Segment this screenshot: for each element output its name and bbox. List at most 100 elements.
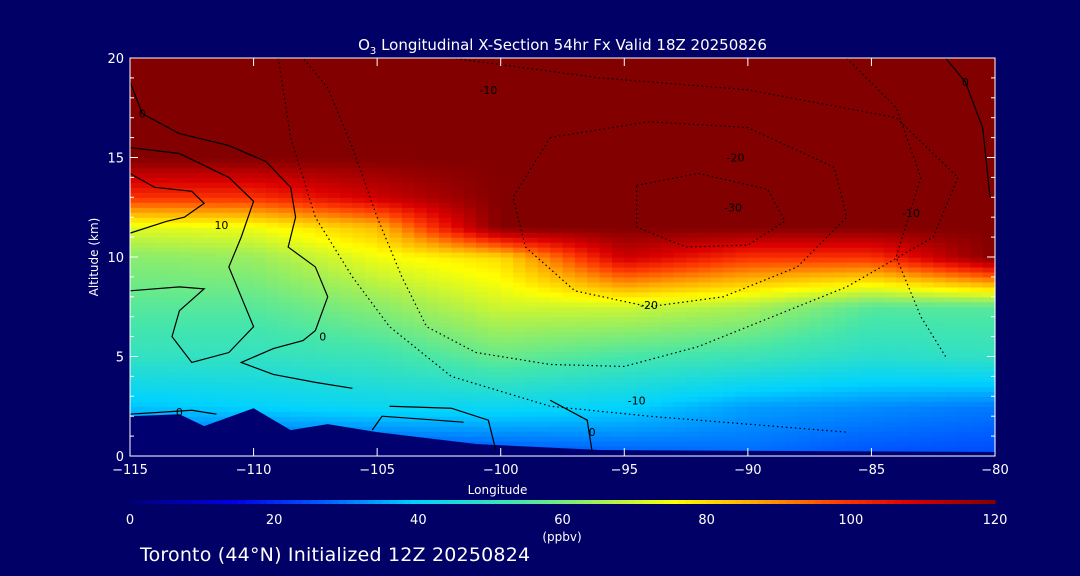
- heatmap-cell: [352, 147, 366, 154]
- heatmap-cell: [846, 301, 860, 308]
- heatmap-cell: [315, 416, 329, 422]
- heatmap-cell: [451, 341, 465, 348]
- heatmap-cell: [228, 232, 242, 238]
- heatmap-cell: [130, 192, 143, 198]
- heatmap-cell: [784, 122, 798, 129]
- heatmap-cell: [352, 386, 366, 392]
- heatmap-cell: [661, 252, 675, 258]
- heatmap-cell: [859, 197, 873, 203]
- heatmap-cell: [327, 381, 341, 387]
- heatmap-cell: [550, 77, 564, 84]
- heatmap-cell: [587, 197, 601, 203]
- heatmap-cell: [883, 222, 897, 228]
- heatmap-cell: [772, 227, 786, 233]
- heatmap-cell: [204, 177, 218, 183]
- heatmap-cell: [265, 296, 279, 303]
- heatmap-cell: [476, 316, 489, 323]
- heatmap-cell: [352, 207, 366, 213]
- heatmap-cell: [636, 311, 650, 318]
- heatmap-cell: [315, 346, 329, 353]
- heatmap-cell: [649, 416, 662, 422]
- heatmap-cell: [772, 436, 786, 442]
- heatmap-cell: [340, 286, 354, 293]
- heatmap-cell: [377, 117, 391, 124]
- heatmap-cell: [352, 252, 366, 258]
- heatmap-cell: [204, 416, 218, 422]
- heatmap-cell: [228, 281, 242, 288]
- heatmap-cell: [142, 72, 156, 79]
- heatmap-cell: [624, 296, 638, 303]
- heatmap-cell: [624, 177, 638, 183]
- heatmap-cell: [179, 117, 193, 124]
- heatmap-cell: [859, 227, 873, 233]
- heatmap-cell: [451, 331, 465, 338]
- heatmap-cell: [846, 112, 860, 119]
- heatmap-cell: [278, 346, 292, 353]
- heatmap-cell: [463, 276, 477, 283]
- heatmap-cell: [142, 331, 156, 338]
- heatmap-cell: [649, 87, 662, 94]
- heatmap-cell: [303, 341, 316, 348]
- heatmap-cell: [216, 227, 230, 233]
- heatmap-cell: [686, 182, 700, 188]
- heatmap-cell: [661, 431, 675, 437]
- heatmap-cell: [241, 182, 255, 188]
- heatmap-cell: [809, 396, 823, 402]
- heatmap-cell: [340, 356, 354, 363]
- heatmap-cell: [760, 306, 774, 313]
- heatmap-cell: [290, 227, 304, 233]
- heatmap-cell: [686, 62, 700, 69]
- heatmap-cell: [377, 182, 391, 188]
- heatmap-cell: [525, 296, 539, 303]
- heatmap-cell: [451, 281, 465, 288]
- heatmap-cell: [809, 311, 823, 318]
- heatmap-cell: [525, 162, 539, 169]
- heatmap-cell: [574, 187, 588, 193]
- heatmap-cell: [265, 341, 279, 348]
- heatmap-cell: [167, 252, 181, 258]
- heatmap-cell: [723, 391, 737, 397]
- heatmap-cell: [130, 58, 143, 64]
- heatmap-cell: [673, 386, 687, 392]
- heatmap-cell: [414, 396, 428, 402]
- heatmap-cell: [611, 336, 625, 343]
- heatmap-cell: [327, 122, 341, 129]
- heatmap-cell: [649, 346, 662, 353]
- heatmap-cell: [451, 252, 465, 258]
- heatmap-cell: [204, 137, 218, 144]
- heatmap-cell: [253, 58, 267, 64]
- heatmap-cell: [846, 346, 860, 353]
- heatmap-cell: [772, 341, 786, 348]
- heatmap-cell: [142, 192, 156, 198]
- heatmap-cell: [167, 227, 181, 233]
- heatmap-cell: [760, 321, 774, 328]
- heatmap-cell: [426, 401, 440, 407]
- heatmap-cell: [883, 157, 897, 164]
- heatmap-cell: [130, 82, 143, 89]
- heatmap-cell: [525, 391, 539, 397]
- heatmap-cell: [216, 261, 230, 268]
- heatmap-cell: [228, 157, 242, 164]
- heatmap-cell: [377, 62, 391, 69]
- heatmap-cell: [463, 266, 477, 273]
- heatmap-cell: [426, 182, 440, 188]
- heatmap-cell: [377, 107, 391, 114]
- heatmap-cell: [463, 107, 477, 114]
- heatmap-cell: [834, 331, 848, 338]
- heatmap-cell: [204, 381, 218, 387]
- heatmap-cell: [228, 187, 242, 193]
- heatmap-cell: [883, 147, 897, 154]
- heatmap-cell: [723, 82, 737, 89]
- heatmap-cell: [574, 356, 588, 363]
- heatmap-cell: [216, 77, 230, 84]
- heatmap-cell: [488, 261, 502, 268]
- heatmap-cell: [871, 446, 885, 452]
- heatmap-cell: [797, 426, 811, 432]
- heatmap-cell: [859, 212, 873, 218]
- heatmap-cell: [611, 266, 625, 273]
- heatmap-cell: [587, 276, 601, 283]
- heatmap-cell: [401, 142, 415, 149]
- heatmap-cell: [290, 406, 304, 412]
- heatmap-cell: [463, 152, 477, 159]
- heatmap-cell: [723, 431, 737, 437]
